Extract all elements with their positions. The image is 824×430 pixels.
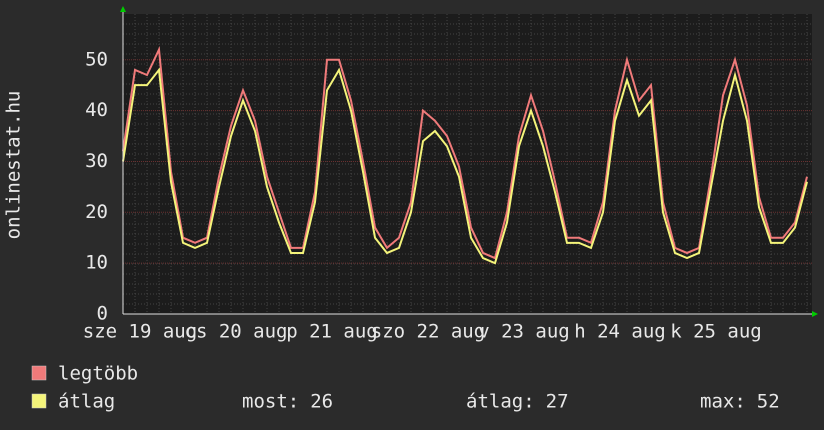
x-tick-label: k 25 aug bbox=[670, 321, 762, 343]
stat-value: 52 bbox=[757, 391, 780, 413]
series-line bbox=[122, 67, 808, 265]
y-tick-label: 10 bbox=[85, 252, 108, 274]
stat-label: max: bbox=[700, 391, 746, 413]
y-tick-label: 20 bbox=[85, 201, 108, 223]
x-tick-label: h 24 aug bbox=[574, 321, 666, 343]
y-tick-label: 50 bbox=[85, 48, 108, 70]
stat-value: 26 bbox=[310, 391, 333, 413]
stat-label: átlag: bbox=[466, 391, 535, 413]
y-tick-label: 0 bbox=[97, 303, 108, 325]
legend-label: átlag bbox=[58, 391, 115, 413]
legend-swatch bbox=[31, 393, 47, 409]
stat-value: 27 bbox=[546, 391, 569, 413]
stat-label: most: bbox=[242, 391, 299, 413]
x-tick-label: cs 20 aug bbox=[185, 321, 288, 343]
y-tick-label: 30 bbox=[85, 150, 108, 172]
x-tick-label: p 21 aug bbox=[286, 321, 378, 343]
y-arrow bbox=[120, 6, 126, 12]
y-tick-label: 40 bbox=[85, 99, 108, 121]
legend-swatch bbox=[31, 365, 47, 381]
y-axis-label: onlinestat.hu bbox=[3, 91, 25, 240]
legend-label: legtöbb bbox=[58, 363, 138, 385]
x-tick-label: szo 22 aug bbox=[371, 321, 485, 343]
x-tick-label: v 23 aug bbox=[478, 321, 570, 343]
series-line bbox=[122, 45, 808, 260]
x-arrow bbox=[812, 311, 818, 317]
x-tick-label: sze 19 aug bbox=[83, 321, 197, 343]
